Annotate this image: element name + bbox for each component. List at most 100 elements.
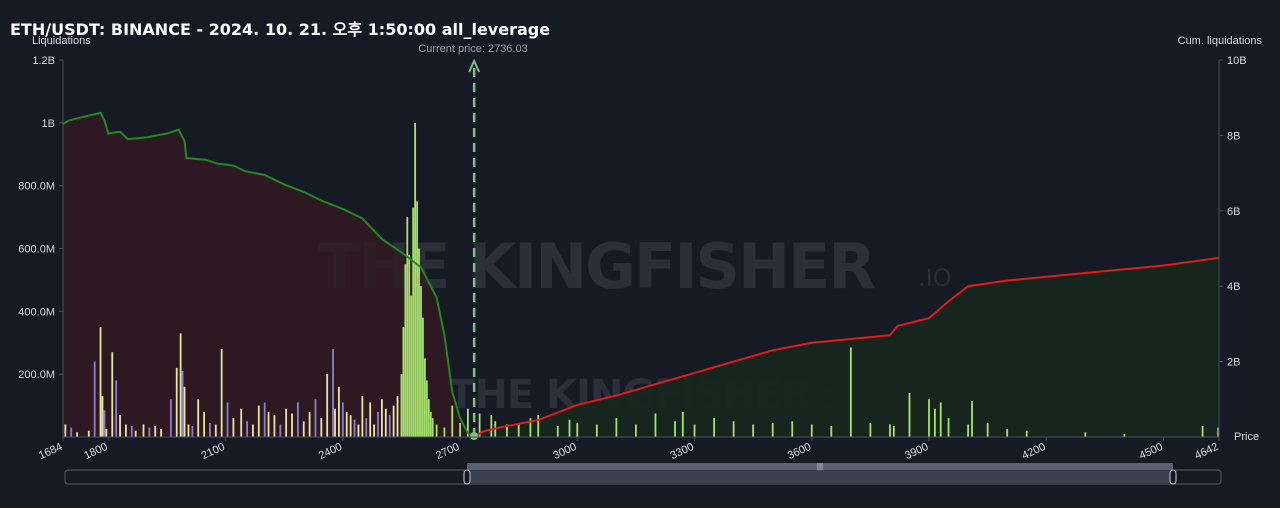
liquidation-bar bbox=[420, 286, 422, 437]
liquidation-bar bbox=[635, 424, 637, 437]
liquidation-bar bbox=[332, 349, 334, 437]
liquidation-bar bbox=[125, 424, 127, 437]
watermark-suffix-large: .IO bbox=[918, 264, 952, 292]
scroller-right-handle[interactable] bbox=[1169, 469, 1177, 485]
x-axis-label: Price bbox=[1234, 431, 1259, 443]
cumulative-lines bbox=[62, 58, 1220, 440]
liquidation-bar bbox=[595, 424, 598, 437]
liquidation-bar bbox=[357, 424, 360, 437]
liquidation-bar bbox=[101, 396, 104, 437]
liquidation-bar bbox=[365, 418, 368, 437]
scroller-left-handle[interactable] bbox=[463, 469, 471, 485]
y-right-tick-label: 4B bbox=[1227, 281, 1240, 293]
liquidation-bar bbox=[181, 371, 184, 437]
liquidation-bar bbox=[654, 413, 657, 437]
liquidation-bar bbox=[416, 201, 418, 437]
liquidation-bar bbox=[1201, 426, 1204, 437]
liquidation-bar bbox=[752, 424, 755, 437]
liquidation-bar bbox=[214, 424, 217, 437]
x-tick-label: 4500 bbox=[1138, 441, 1165, 462]
liquidation-bar bbox=[373, 424, 375, 437]
liquidation-bar bbox=[1006, 429, 1009, 437]
liquidation-bar bbox=[183, 386, 186, 437]
liquidation-bar bbox=[76, 432, 78, 437]
liquidation-bar bbox=[466, 408, 469, 437]
x-tick-label: 1684 bbox=[37, 441, 64, 462]
x-tick-label: 3900 bbox=[903, 441, 930, 462]
scroller-selection[interactable] bbox=[467, 471, 1173, 483]
liquidation-bar bbox=[320, 418, 323, 437]
liquidation-bar bbox=[232, 418, 235, 437]
liquidation-bar bbox=[246, 421, 248, 437]
liquidation-bar bbox=[296, 402, 299, 437]
liquidation-bar bbox=[422, 317, 424, 437]
long-cumulative-area bbox=[63, 112, 475, 437]
liquidation-bar bbox=[142, 424, 145, 437]
liquidation-bar bbox=[425, 380, 428, 437]
liquidation-bar bbox=[130, 426, 133, 437]
liquidation-bar bbox=[451, 405, 454, 437]
scroller-grip-bar[interactable] bbox=[467, 463, 1173, 470]
liquidation-bar bbox=[148, 427, 151, 437]
liquidation-bar bbox=[429, 411, 432, 437]
liquidation-bar bbox=[345, 411, 348, 437]
liquidation-bar bbox=[568, 419, 571, 437]
cumulative-areas bbox=[63, 112, 1219, 437]
liquidation-bar bbox=[947, 418, 950, 437]
liquidation-bar bbox=[490, 415, 493, 437]
liquidation-bar bbox=[427, 399, 430, 437]
liquidation-bar bbox=[105, 429, 108, 437]
liquidation-bar bbox=[369, 402, 372, 437]
liquidation-bar bbox=[443, 427, 446, 437]
liquidation-bar bbox=[1025, 430, 1028, 437]
liquidation-bar bbox=[408, 254, 411, 437]
liquidation-bar bbox=[418, 248, 420, 437]
y-right-tick-label: 10B bbox=[1227, 55, 1247, 67]
liquidation-bar bbox=[406, 217, 409, 437]
range-scroller[interactable]: ||| bbox=[64, 462, 1222, 485]
liquidation-bar bbox=[971, 400, 973, 437]
scroller-grip-icon[interactable]: ||| bbox=[817, 462, 823, 471]
liquidation-bar bbox=[1084, 432, 1087, 437]
x-tick-label: 3600 bbox=[786, 441, 813, 462]
liquidation-bar bbox=[326, 374, 329, 437]
liquidation-bar bbox=[341, 402, 344, 437]
liquidation-bar bbox=[1217, 427, 1220, 437]
x-tick-label: 4642 bbox=[1193, 441, 1220, 462]
liquidation-bar bbox=[273, 415, 276, 437]
liquidation-bar bbox=[392, 405, 395, 437]
x-tick-label: 4200 bbox=[1020, 441, 1047, 462]
liquidation-bar bbox=[869, 422, 872, 437]
liquidation-bar bbox=[478, 413, 481, 437]
liquidation-bar bbox=[111, 352, 114, 437]
liquidation-bar bbox=[435, 424, 438, 437]
liquidation-bar bbox=[334, 408, 336, 437]
liquidation-bar bbox=[314, 399, 317, 437]
y-left-tick-label: 1.2B bbox=[32, 55, 55, 67]
liquidation-bar bbox=[414, 122, 417, 437]
liquidation-bar bbox=[64, 424, 67, 437]
liquidation-bar bbox=[338, 386, 340, 437]
liquidation-bar bbox=[529, 418, 532, 437]
liquidation-bar bbox=[615, 418, 618, 437]
current-price-arrow-icon bbox=[468, 58, 481, 73]
y-left-tick-label: 400.0M bbox=[18, 306, 55, 318]
x-tick-label: 2100 bbox=[200, 441, 227, 462]
liquidation-bar bbox=[70, 427, 73, 437]
liquidation-bar bbox=[175, 367, 178, 437]
liquidation-bar bbox=[267, 411, 270, 437]
liquidation-bar bbox=[986, 422, 989, 437]
liquidation-bar bbox=[93, 361, 96, 437]
liquidation-bar bbox=[134, 430, 137, 437]
current-price-label: Current price: 2736.03 bbox=[418, 43, 527, 55]
liquidation-bar bbox=[263, 402, 266, 437]
liquidation-bar bbox=[412, 207, 415, 437]
liquidation-bar bbox=[423, 358, 426, 437]
liquidation-bar bbox=[791, 421, 794, 437]
liquidation-bar bbox=[257, 405, 260, 437]
x-tick-label: 2700 bbox=[434, 441, 461, 462]
short-cumulative-line bbox=[473, 256, 1220, 438]
liquidation-bar bbox=[103, 410, 106, 437]
current-price-marker bbox=[470, 432, 479, 440]
